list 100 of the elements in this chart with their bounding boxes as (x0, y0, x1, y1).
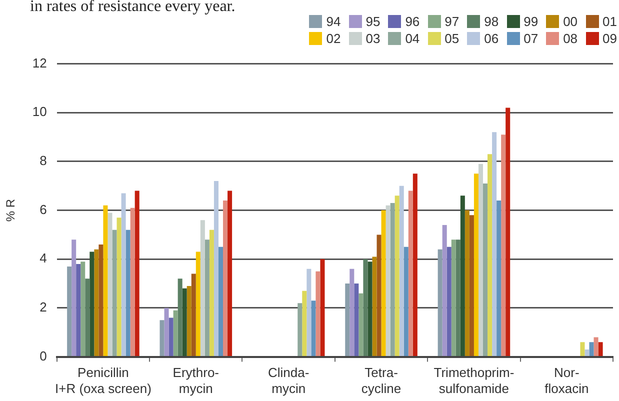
bar (594, 337, 598, 356)
bar (311, 300, 316, 356)
bar (478, 164, 484, 356)
bar (108, 212, 112, 356)
bar (598, 342, 603, 356)
y-tick-label: 8 (40, 153, 47, 168)
bar (196, 252, 200, 356)
bar (298, 303, 302, 356)
bar (98, 244, 104, 356)
bar (354, 284, 359, 356)
bar (218, 246, 224, 356)
y-tick-label: 2 (40, 300, 47, 315)
legend-label: 95 (366, 14, 380, 29)
bar (460, 196, 465, 356)
bar (72, 240, 76, 356)
bar (164, 308, 169, 356)
bar (130, 208, 135, 356)
bar (80, 262, 86, 356)
bar (456, 240, 460, 356)
bar (464, 210, 470, 356)
legend-label: 99 (524, 14, 538, 29)
y-tick-label: 4 (40, 250, 47, 266)
bar (408, 190, 413, 356)
bar (363, 259, 368, 356)
bar (134, 190, 140, 356)
bar (580, 342, 585, 356)
bar (474, 174, 478, 356)
y-tick-label: 10 (32, 104, 47, 120)
bar (223, 200, 228, 356)
bar (126, 230, 130, 356)
bar (160, 320, 164, 356)
bar (442, 224, 447, 356)
x-tick-label: Tetra- cycline (361, 365, 402, 396)
bar (320, 259, 325, 356)
bar (103, 205, 108, 356)
bar (182, 288, 187, 356)
bar (204, 240, 210, 356)
bar (85, 278, 90, 356)
bar (67, 266, 72, 356)
legend-label: 94 (326, 14, 341, 29)
bar (173, 310, 178, 356)
bar (94, 249, 99, 356)
legend-label: 97 (444, 14, 460, 29)
y-axis-title: % R (4, 198, 18, 222)
bar (350, 268, 354, 356)
bar (302, 290, 307, 356)
bar (386, 205, 390, 356)
bar (372, 256, 377, 356)
x-tick-label: Nor- floxacin (544, 365, 589, 396)
bar (306, 268, 312, 356)
bar (112, 230, 117, 356)
legend-label: 06 (484, 31, 499, 46)
chart-title: in rates of resistance every year. (30, 0, 236, 16)
legend-label: 03 (366, 31, 380, 46)
y-tick-label: 12 (32, 55, 47, 70)
legend-label: 04 (405, 31, 420, 46)
bar (228, 190, 232, 356)
bar (506, 108, 510, 356)
bar (121, 193, 126, 356)
legend-label: 08 (563, 31, 578, 46)
bar (399, 186, 404, 356)
bar (584, 349, 590, 356)
bar (345, 284, 350, 356)
x-tick-label: Penicillin I+R (oxa screen) (54, 365, 152, 396)
x-tick-label: Erythro- mycin (172, 365, 220, 396)
bar (90, 252, 94, 356)
bar (492, 132, 497, 356)
bar (191, 274, 196, 356)
bar (446, 246, 452, 356)
bar (438, 249, 442, 356)
bar (412, 174, 418, 356)
bar (358, 293, 364, 356)
bar (200, 220, 205, 356)
bar (116, 218, 122, 356)
legend-label: 02 (326, 31, 341, 46)
legend-label: 96 (405, 14, 420, 29)
bar (469, 215, 474, 356)
bar (394, 196, 400, 356)
bar (483, 183, 488, 356)
bar (376, 234, 382, 356)
bar (76, 264, 81, 356)
x-tick-label: Clinda- mycin (268, 365, 310, 396)
legend-label: 07 (524, 31, 538, 46)
legend-label: 00 (563, 14, 578, 29)
legend-label: 05 (444, 31, 460, 46)
y-tick-label: 6 (40, 202, 47, 217)
bar (214, 181, 218, 356)
bar (404, 246, 408, 356)
bar (390, 202, 395, 356)
bar (501, 134, 506, 356)
legend-label: 09 (602, 31, 617, 46)
bar (186, 286, 192, 356)
bar (368, 262, 372, 356)
bar (209, 230, 214, 356)
bar (178, 278, 182, 356)
y-tick-label: 0 (40, 348, 47, 364)
bar (496, 200, 502, 356)
bar (589, 342, 594, 356)
bar (168, 318, 174, 356)
legend-label: 98 (484, 14, 499, 29)
